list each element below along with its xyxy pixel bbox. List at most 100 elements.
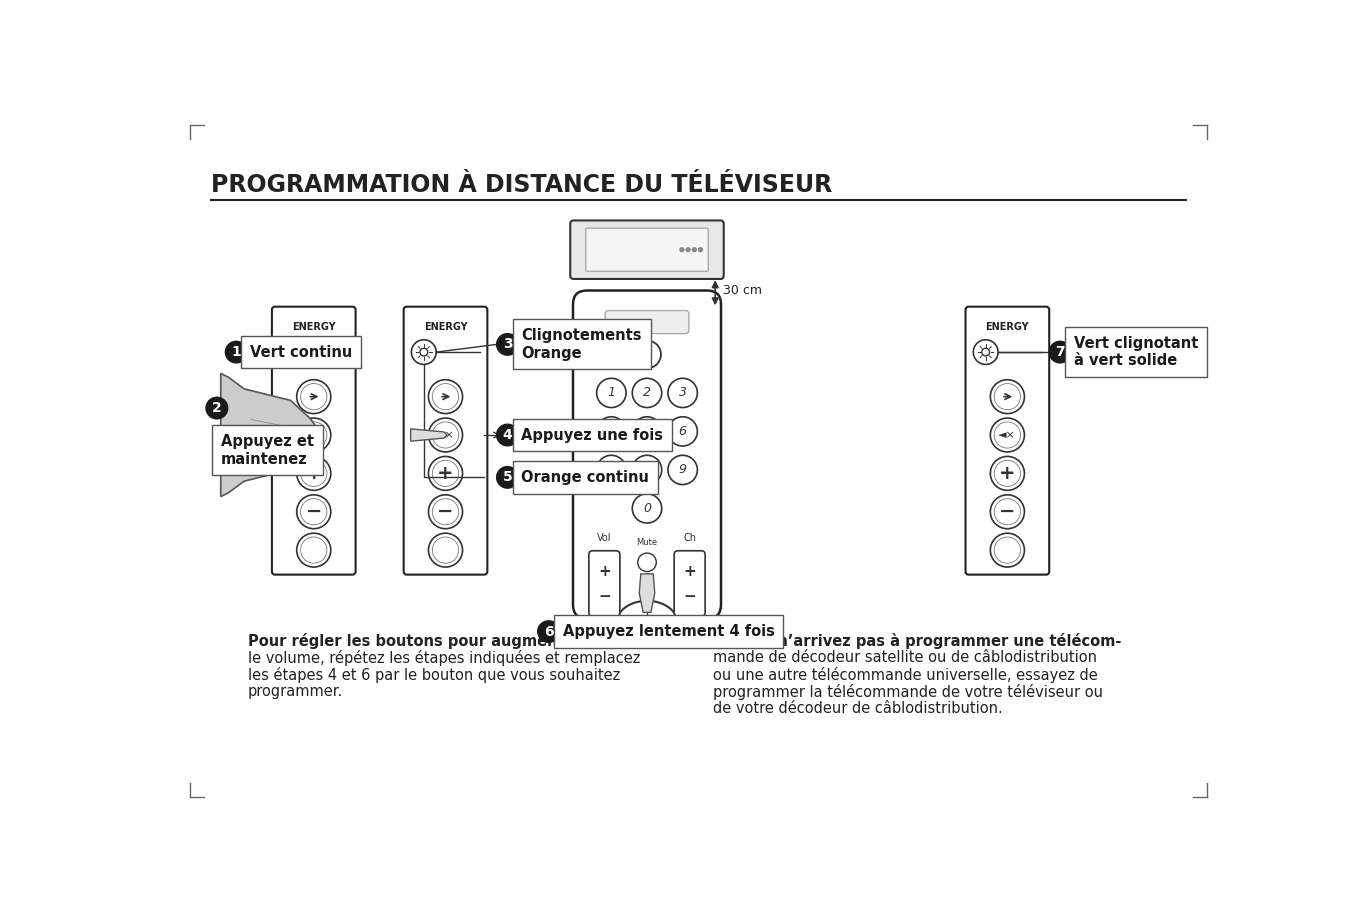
Circle shape — [496, 467, 518, 488]
Text: ◄×: ◄× — [436, 430, 454, 440]
Text: 6: 6 — [679, 425, 687, 438]
Text: 2: 2 — [643, 386, 652, 399]
Circle shape — [206, 397, 228, 419]
Text: Mute: Mute — [637, 538, 657, 547]
Text: 3: 3 — [503, 338, 512, 352]
Text: 1: 1 — [608, 386, 615, 399]
Circle shape — [597, 378, 626, 407]
Text: +: + — [683, 564, 696, 579]
Text: Vert continu: Vert continu — [251, 344, 353, 360]
Circle shape — [632, 378, 661, 407]
Text: +: + — [305, 464, 322, 483]
Circle shape — [301, 422, 327, 448]
Text: Clignotements
Orange: Clignotements Orange — [522, 328, 642, 361]
FancyBboxPatch shape — [965, 307, 1050, 574]
Circle shape — [994, 537, 1021, 563]
Circle shape — [297, 418, 331, 452]
Circle shape — [428, 495, 462, 529]
Circle shape — [994, 383, 1021, 410]
FancyBboxPatch shape — [572, 290, 721, 618]
Text: 7: 7 — [608, 464, 615, 477]
Circle shape — [428, 456, 462, 490]
Circle shape — [432, 422, 459, 448]
Text: mande de décodeur satellite ou de câblodistribution: mande de décodeur satellite ou de câblod… — [713, 650, 1097, 665]
Text: −: − — [683, 590, 696, 604]
Text: −: − — [999, 502, 1015, 521]
Text: 1: 1 — [232, 345, 241, 359]
Text: ou une autre télécommande universelle, essayez de: ou une autre télécommande universelle, e… — [713, 667, 1097, 683]
Circle shape — [538, 621, 559, 643]
Text: ⏻: ⏻ — [643, 348, 652, 362]
Text: Appuyez une fois: Appuyez une fois — [522, 427, 664, 443]
Circle shape — [632, 456, 661, 485]
Circle shape — [991, 380, 1025, 414]
Text: −: − — [598, 590, 611, 604]
Circle shape — [991, 418, 1025, 452]
Circle shape — [496, 425, 518, 446]
Circle shape — [991, 533, 1025, 567]
Circle shape — [692, 247, 696, 252]
Circle shape — [686, 247, 690, 252]
Text: Vol: Vol — [597, 533, 612, 542]
Circle shape — [432, 498, 459, 525]
Text: le volume, répétez les étapes indiquées et remplacez: le volume, répétez les étapes indiquées … — [248, 650, 641, 666]
Text: Pour régler les boutons pour augmenter et réduire: Pour régler les boutons pour augmenter e… — [248, 633, 669, 649]
Text: +: + — [438, 464, 454, 483]
Text: −: − — [438, 502, 454, 521]
Circle shape — [632, 417, 661, 446]
Text: ENERGY: ENERGY — [985, 321, 1029, 331]
Text: ◄×: ◄× — [305, 430, 323, 440]
FancyBboxPatch shape — [605, 310, 688, 333]
Text: Si vous n’arrivez pas à programmer une télécom-: Si vous n’arrivez pas à programmer une t… — [713, 633, 1122, 649]
Circle shape — [668, 378, 698, 407]
Polygon shape — [410, 429, 447, 441]
Circle shape — [1050, 341, 1071, 362]
FancyBboxPatch shape — [271, 307, 356, 574]
Circle shape — [301, 537, 327, 563]
Circle shape — [428, 533, 462, 567]
Circle shape — [301, 383, 327, 410]
Circle shape — [981, 348, 990, 356]
Text: −: − — [305, 502, 322, 521]
FancyBboxPatch shape — [675, 551, 705, 616]
Text: Vert clignotant
à vert solide: Vert clignotant à vert solide — [1074, 336, 1198, 368]
Circle shape — [699, 247, 702, 252]
Circle shape — [991, 456, 1025, 490]
Text: programmer.: programmer. — [248, 684, 343, 699]
FancyBboxPatch shape — [403, 307, 488, 574]
Circle shape — [632, 341, 661, 368]
Circle shape — [297, 495, 331, 529]
Circle shape — [638, 553, 657, 572]
Circle shape — [432, 460, 459, 487]
FancyBboxPatch shape — [586, 228, 709, 271]
Circle shape — [597, 456, 626, 485]
Circle shape — [680, 247, 684, 252]
Circle shape — [432, 383, 459, 410]
Text: Orange continu: Orange continu — [522, 470, 649, 485]
Text: 2: 2 — [213, 401, 222, 415]
Text: 4: 4 — [608, 425, 615, 438]
Circle shape — [668, 456, 698, 485]
Polygon shape — [221, 373, 320, 497]
Circle shape — [994, 498, 1021, 525]
Text: 5: 5 — [643, 425, 652, 438]
Text: ◄×: ◄× — [999, 430, 1017, 440]
Circle shape — [225, 341, 247, 362]
Circle shape — [994, 422, 1021, 448]
Circle shape — [428, 418, 462, 452]
Text: 7: 7 — [1055, 345, 1065, 359]
Circle shape — [991, 495, 1025, 529]
Circle shape — [297, 533, 331, 567]
Circle shape — [301, 498, 327, 525]
Circle shape — [297, 456, 331, 490]
Text: 4: 4 — [503, 428, 512, 442]
Text: 9: 9 — [679, 464, 687, 477]
Text: +: + — [999, 464, 1015, 483]
Text: Appuyez lentement 4 fois: Appuyez lentement 4 fois — [563, 624, 774, 639]
Text: les étapes 4 et 6 par le bouton que vous souhaitez: les étapes 4 et 6 par le bouton que vous… — [248, 667, 620, 683]
Text: de votre décodeur de câblodistribution.: de votre décodeur de câblodistribution. — [713, 701, 1003, 716]
Text: programmer la télécommande de votre téléviseur ou: programmer la télécommande de votre télé… — [713, 684, 1103, 700]
Circle shape — [279, 340, 304, 364]
Circle shape — [973, 340, 998, 364]
Circle shape — [496, 333, 518, 355]
